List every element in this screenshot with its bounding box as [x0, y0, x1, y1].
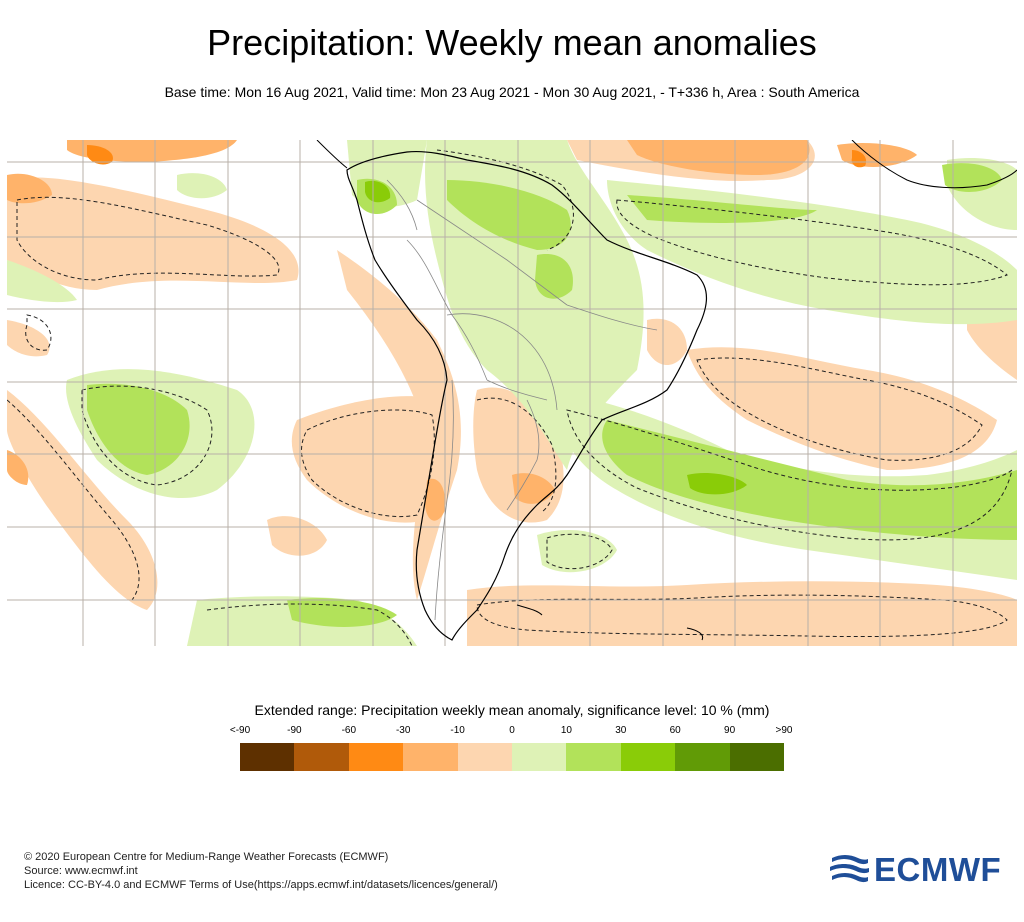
legend-color-bar — [240, 743, 785, 771]
legend-tick: 10 — [560, 725, 572, 736]
chart-title: Precipitation: Weekly mean anomalies — [207, 22, 817, 63]
legend-swatch — [729, 743, 785, 771]
wet-medium-regions — [87, 163, 1017, 627]
legend-tick: -10 — [450, 725, 465, 736]
legend-tick: 0 — [509, 725, 515, 736]
coastline — [346, 150, 708, 641]
chart-subtitle: Base time: Mon 16 Aug 2021, Valid time: … — [164, 84, 860, 100]
ecmwf-logo-text: ECMWF — [874, 851, 1002, 888]
country-borders — [386, 179, 658, 621]
legend-tick: >90 — [775, 725, 793, 736]
legend-tick: 90 — [724, 725, 736, 736]
ecmwf-logo: ECMWF — [828, 852, 1003, 888]
legend-tick: -90 — [287, 725, 302, 736]
map-grid — [7, 140, 1017, 646]
wet-strong-regions — [365, 180, 747, 495]
source-text: Source: www.ecmwf.int — [24, 865, 138, 877]
legend-tick: -30 — [395, 725, 411, 736]
legend-swatch — [403, 743, 458, 771]
legend-swatch — [457, 743, 513, 771]
significance-contours — [7, 149, 1013, 646]
licence-text: Licence: CC-BY-4.0 and ECMWF Terms of Us… — [24, 879, 498, 891]
legend-tick: 30 — [615, 725, 627, 736]
legend-tick: 60 — [669, 725, 681, 736]
southern-islands — [516, 604, 704, 641]
dry-strong-regions — [7, 140, 917, 521]
legend-swatch — [620, 743, 676, 771]
anomaly-map — [7, 140, 1017, 646]
legend-tick-labels: <-90 -90 -60 -30 -10 0 10 30 60 90 >90 — [230, 725, 793, 739]
central-america-coast — [316, 140, 1017, 189]
legend-tick: -60 — [341, 725, 357, 736]
footer: © 2020 European Centre for Medium-Range … — [24, 850, 498, 892]
legend-swatch — [566, 743, 621, 771]
legend-swatch — [294, 743, 349, 771]
legend-swatch — [348, 743, 404, 771]
legend-title: Extended range: Precipitation weekly mea… — [254, 702, 770, 718]
legend-tick: <-90 — [229, 725, 251, 736]
legend-swatch — [675, 743, 730, 771]
legend-swatch — [240, 743, 295, 771]
copyright-text: © 2020 European Centre for Medium-Range … — [24, 851, 389, 863]
ecmwf-logo-icon — [830, 855, 869, 883]
legend-swatch — [512, 743, 567, 771]
